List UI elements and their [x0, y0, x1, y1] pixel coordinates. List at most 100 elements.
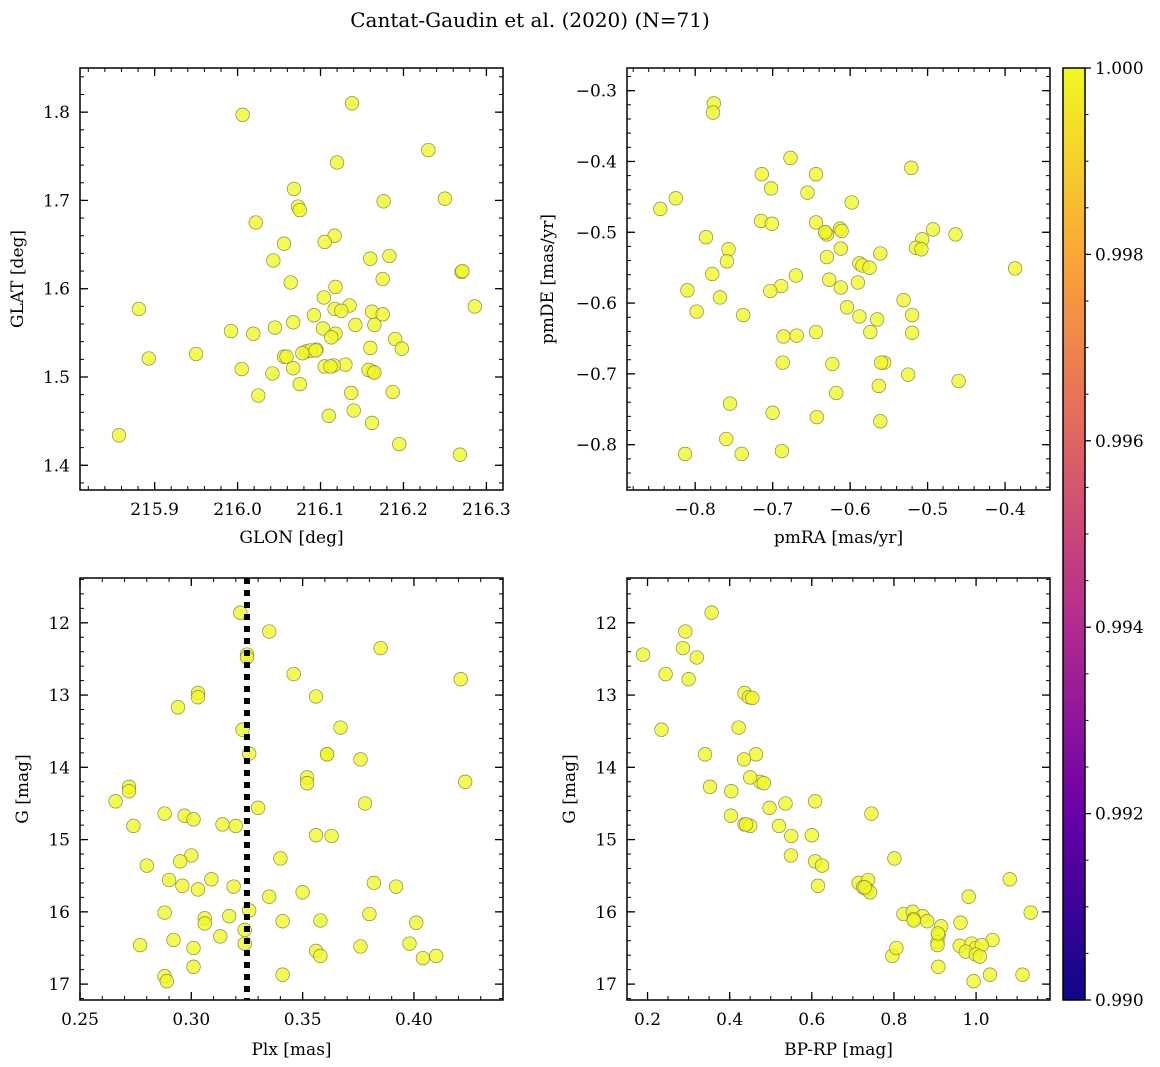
xlabel-bprp: BP-RP [mag]	[784, 1040, 893, 1060]
x-tick-label: −0.7	[752, 500, 793, 520]
data-point	[658, 666, 673, 682]
data-point	[756, 776, 771, 791]
data-point	[131, 301, 147, 317]
data-point	[308, 828, 324, 843]
data-point	[346, 403, 361, 418]
data-point	[654, 722, 669, 737]
data-point	[363, 251, 378, 266]
data-point	[931, 959, 946, 974]
data-point	[321, 408, 336, 423]
data-point	[315, 321, 331, 336]
data-point	[429, 948, 444, 964]
data-point	[262, 624, 277, 639]
data-point	[334, 303, 349, 318]
data-point	[362, 906, 377, 922]
data-point	[721, 242, 736, 257]
panel-pmra-pmde: −0.8 −0.7 −0.6 −0.5 −0.4 −0.8 −0.7 −0.6 −0.5 −0.4…	[538, 67, 1051, 548]
data-point	[222, 909, 237, 924]
data-point	[344, 96, 360, 111]
panel-glon-glat: 215.9 216.0 216.1 216.2 216.3 1.4 1.5 1.6 1.7 1.8…	[8, 67, 511, 548]
data-point	[904, 307, 920, 323]
data-point	[689, 650, 704, 665]
data-point	[173, 854, 188, 869]
data-point	[190, 882, 206, 897]
x-tick-label: 0.8	[880, 1010, 907, 1030]
data-point	[745, 690, 760, 706]
data-point	[363, 340, 378, 356]
data-point	[392, 436, 407, 452]
x-tick-label: 0.35	[284, 1010, 322, 1030]
y-tick-label: 1.6	[43, 280, 70, 300]
data-point	[286, 666, 301, 682]
data-point	[736, 752, 752, 767]
data-point	[834, 223, 849, 239]
data-point	[719, 431, 734, 447]
data-point	[295, 885, 310, 900]
data-point	[809, 409, 824, 425]
data-point	[1015, 967, 1030, 982]
data-point	[157, 806, 172, 821]
x-tick-label: 0.40	[395, 1010, 433, 1030]
x-tick-label: −0.5	[907, 500, 948, 520]
x-tick-label: 0.6	[798, 1010, 825, 1030]
data-point	[904, 160, 919, 175]
data-point	[409, 915, 424, 930]
data-point	[818, 225, 833, 240]
x-tick-label: 216.2	[379, 500, 428, 520]
data-point	[829, 385, 844, 401]
y-tick-label: 15	[48, 831, 70, 851]
ylabel-g-right: G [mag]	[560, 754, 580, 823]
y-tick-label: −0.3	[576, 82, 617, 102]
y-tick-label: −0.5	[576, 223, 617, 243]
data-point	[186, 812, 201, 827]
data-point	[873, 355, 889, 370]
data-point	[850, 275, 866, 290]
data-point	[348, 317, 363, 333]
data-point	[778, 796, 793, 811]
data-point	[275, 914, 290, 929]
data-point	[328, 279, 343, 295]
data-point	[273, 851, 288, 866]
x-tick-label: 216.3	[462, 500, 511, 520]
x-tick-label: −0.8	[675, 500, 716, 520]
y-tick-label: −0.7	[576, 365, 617, 385]
data-point	[1023, 905, 1038, 920]
colorbar-tick-label: 0.992	[1095, 805, 1144, 825]
figure-title: Cantat-Gaudin et al. (2020) (N=71)	[350, 8, 710, 32]
data-point	[748, 747, 764, 762]
data-point	[762, 800, 777, 815]
data-point	[141, 351, 156, 366]
data-point	[375, 271, 390, 287]
data-point	[353, 752, 368, 767]
y-tick-label: 13	[48, 686, 70, 706]
data-point	[329, 155, 345, 170]
data-point	[871, 378, 886, 394]
data-point	[437, 191, 453, 206]
data-point	[279, 349, 294, 364]
x-tick-label: −0.4	[984, 500, 1025, 520]
data-point	[223, 323, 239, 339]
data-point	[316, 290, 331, 305]
data-point	[292, 376, 307, 392]
data-point	[376, 194, 391, 209]
data-point	[783, 848, 799, 863]
data-point	[736, 307, 751, 323]
data-point	[308, 689, 324, 704]
data-point	[382, 248, 397, 264]
xlabel-plx: Plx [mas]	[251, 1040, 331, 1060]
data-point	[313, 913, 328, 928]
data-point	[873, 246, 888, 261]
data-point	[186, 940, 201, 956]
colorbar-tick-label: 1.000	[1095, 59, 1144, 79]
ylabel-pmde: pmDE [mas/yr]	[538, 214, 558, 344]
xlabel-glon: GLON [deg]	[239, 528, 343, 548]
data-point	[951, 373, 966, 389]
data-point	[388, 879, 404, 894]
x-tick-label: 0.25	[61, 1010, 99, 1030]
data-point	[333, 720, 348, 735]
y-tick-label: 12	[48, 614, 70, 634]
data-point	[906, 913, 921, 928]
data-point	[808, 215, 824, 230]
data-point	[864, 806, 879, 821]
